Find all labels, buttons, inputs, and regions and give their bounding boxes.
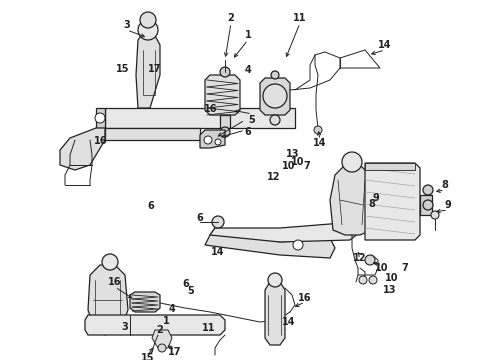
- Text: 9: 9: [373, 193, 380, 203]
- Text: 10: 10: [291, 157, 304, 167]
- Text: 15: 15: [116, 64, 129, 74]
- Text: 10: 10: [375, 263, 389, 273]
- Bar: [156, 111, 168, 123]
- Text: 7: 7: [303, 161, 310, 171]
- Text: 10: 10: [385, 273, 399, 283]
- Text: 4: 4: [169, 304, 176, 314]
- Text: 2: 2: [228, 13, 234, 23]
- Circle shape: [271, 71, 279, 79]
- Text: 16: 16: [204, 104, 218, 114]
- Polygon shape: [330, 165, 375, 235]
- Text: 16: 16: [298, 293, 312, 303]
- Polygon shape: [265, 282, 285, 345]
- Text: 8: 8: [368, 199, 375, 210]
- Circle shape: [95, 113, 105, 123]
- Text: 6: 6: [147, 201, 154, 211]
- Text: 14: 14: [211, 247, 225, 257]
- Text: 12: 12: [353, 253, 367, 263]
- Text: 3: 3: [123, 20, 130, 30]
- Circle shape: [220, 127, 230, 137]
- Polygon shape: [152, 330, 172, 348]
- Text: 1: 1: [163, 316, 170, 327]
- Circle shape: [158, 344, 166, 352]
- Text: 6: 6: [196, 213, 203, 223]
- Text: 15: 15: [141, 353, 155, 360]
- Text: 16: 16: [108, 277, 122, 287]
- Polygon shape: [105, 108, 295, 128]
- Polygon shape: [205, 75, 240, 115]
- Circle shape: [431, 211, 439, 219]
- Polygon shape: [85, 315, 225, 335]
- Circle shape: [314, 126, 322, 134]
- Circle shape: [365, 255, 375, 265]
- Polygon shape: [136, 30, 160, 108]
- Polygon shape: [420, 195, 432, 215]
- Text: 5: 5: [248, 115, 255, 125]
- Polygon shape: [365, 163, 420, 240]
- Circle shape: [359, 276, 367, 284]
- Circle shape: [270, 115, 280, 125]
- Circle shape: [215, 139, 221, 145]
- Text: 3: 3: [122, 322, 128, 332]
- Text: 13: 13: [286, 149, 299, 159]
- Circle shape: [212, 216, 224, 228]
- Text: 11: 11: [201, 323, 215, 333]
- Text: 14: 14: [378, 40, 392, 50]
- Text: 4: 4: [245, 65, 251, 75]
- Text: 13: 13: [383, 285, 397, 295]
- Polygon shape: [205, 228, 335, 258]
- Circle shape: [263, 84, 287, 108]
- Circle shape: [423, 185, 433, 195]
- Circle shape: [423, 200, 433, 210]
- Text: 14: 14: [313, 138, 327, 148]
- Text: 16: 16: [94, 136, 107, 146]
- Text: 17: 17: [147, 64, 161, 74]
- Text: 7: 7: [402, 263, 408, 273]
- Circle shape: [268, 273, 282, 287]
- Text: 2: 2: [156, 325, 163, 336]
- Polygon shape: [210, 222, 360, 242]
- Circle shape: [220, 67, 230, 77]
- Text: 1: 1: [245, 30, 251, 40]
- Text: 5: 5: [188, 286, 195, 296]
- Text: 6: 6: [245, 127, 251, 137]
- Bar: [120, 111, 132, 123]
- Polygon shape: [60, 128, 105, 170]
- Polygon shape: [88, 265, 128, 335]
- Text: 6: 6: [183, 279, 190, 289]
- Text: 11: 11: [293, 13, 307, 23]
- Circle shape: [369, 276, 377, 284]
- Text: 14: 14: [282, 317, 296, 327]
- Polygon shape: [200, 130, 225, 148]
- Text: 9: 9: [444, 200, 451, 210]
- Bar: [138, 111, 150, 123]
- Circle shape: [138, 20, 158, 40]
- Polygon shape: [130, 292, 160, 312]
- Polygon shape: [260, 78, 290, 115]
- Circle shape: [204, 136, 212, 144]
- Text: 17: 17: [168, 347, 182, 357]
- Polygon shape: [365, 163, 415, 170]
- Polygon shape: [96, 108, 105, 128]
- Text: 12: 12: [267, 172, 280, 183]
- Circle shape: [342, 152, 362, 172]
- Circle shape: [102, 254, 118, 270]
- Text: 10: 10: [282, 161, 296, 171]
- Polygon shape: [220, 115, 230, 128]
- Circle shape: [293, 240, 303, 250]
- Circle shape: [140, 12, 156, 28]
- Polygon shape: [105, 128, 200, 140]
- Text: 8: 8: [441, 180, 448, 190]
